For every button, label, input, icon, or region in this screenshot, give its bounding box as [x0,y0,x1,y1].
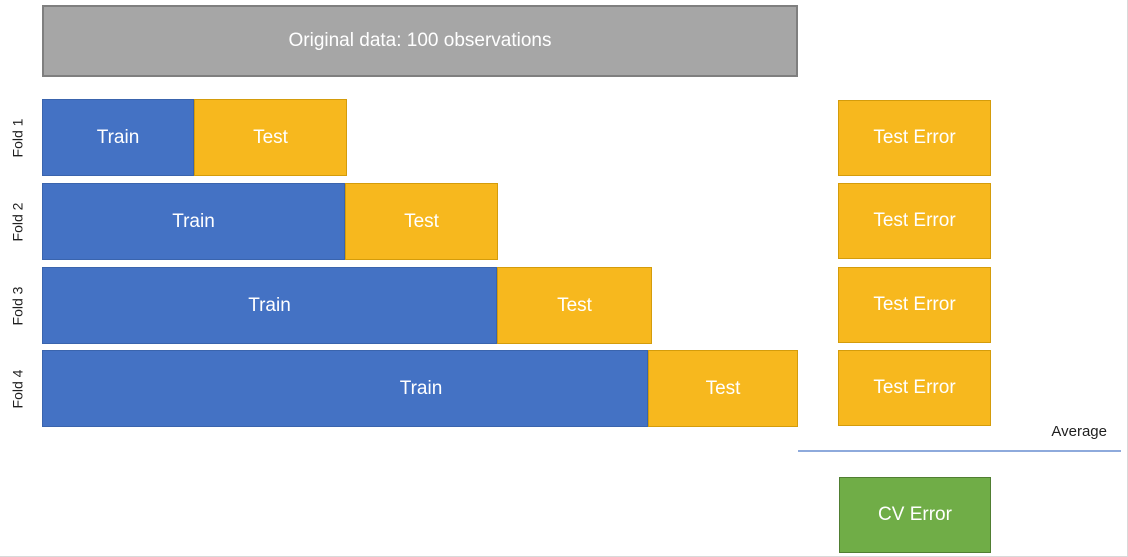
fold-1-train-bar: Train [42,99,194,176]
test-label: Test [404,210,439,232]
test-label: Test [705,377,741,399]
train-label: Train [248,294,291,316]
fold-3-train-bar: Train [42,267,497,344]
test-error-box-2: Test Error [838,183,991,259]
average-line [798,450,1121,452]
fold-1-label: Fold 1 [9,118,26,157]
test-error-box-4: Test Error [838,350,991,426]
fold-3-row: Train Test [42,267,652,344]
fold-2-test-bar: Test [345,183,498,260]
fold-1-test-bar: Test [194,99,347,176]
fold-2-train-bar: Train [42,183,345,260]
fold-4-test-bar: Test [648,350,798,427]
fold-2-label: Fold 2 [9,202,26,241]
fold-4-label: Fold 4 [9,369,26,408]
original-data-bar: Original data: 100 observations [42,5,798,77]
fold-1-row: Train Test [42,99,347,176]
train-label: Train [96,126,140,148]
test-label: Test [557,294,592,316]
train-label: Train [399,377,443,399]
fold-3-test-bar: Test [497,267,652,344]
train-label: Train [172,210,215,232]
average-label: Average [1051,423,1107,440]
original-data-label: Original data: 100 observations [288,30,552,51]
test-label: Test [253,126,288,148]
test-error-box-3: Test Error [838,267,991,343]
fold-4-train-bar: Train [42,350,648,427]
fold-4-row: Train Test [42,350,798,427]
test-error-box-1: Test Error [838,100,991,176]
fold-3-label: Fold 3 [9,286,26,325]
cv-error-box: CV Error [839,477,991,553]
fold-2-row: Train Test [42,183,498,260]
